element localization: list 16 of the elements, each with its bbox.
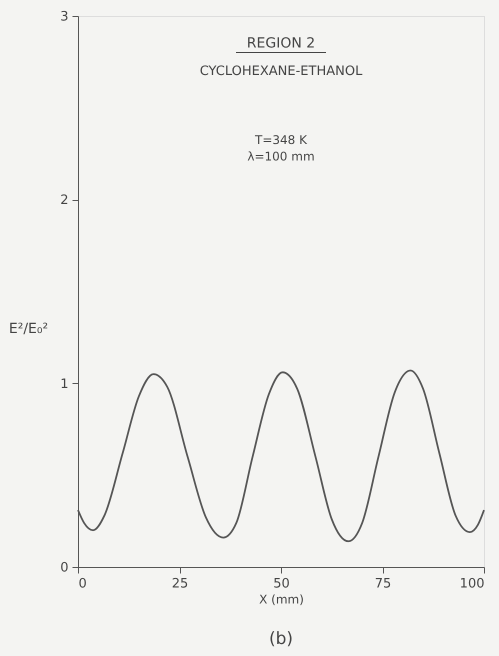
x-tick-label: 75 (374, 576, 392, 592)
annotation: REGION 2 (246, 36, 316, 52)
y-tick-label: 1 (60, 376, 68, 392)
x-axis-title: X (mm) (259, 592, 304, 606)
annotation: CYCLOHEXANE-ETHANOL (200, 64, 364, 80)
x-tick-label: 25 (172, 576, 188, 592)
y-tick-label: 0 (60, 560, 68, 576)
y-tick-label: 2 (60, 193, 68, 208)
text: (b) (268, 629, 294, 649)
x-tick-label: 50 (273, 576, 290, 592)
y-axis-title: E²/E₀² (8, 321, 48, 338)
x-tick-label: 100 (460, 576, 484, 592)
annotation: λ=100 mm (247, 150, 315, 164)
annotation: T=348 K (254, 132, 308, 147)
y-tick-label: 3 (60, 10, 68, 24)
x-tick-label: 0 (78, 576, 87, 592)
